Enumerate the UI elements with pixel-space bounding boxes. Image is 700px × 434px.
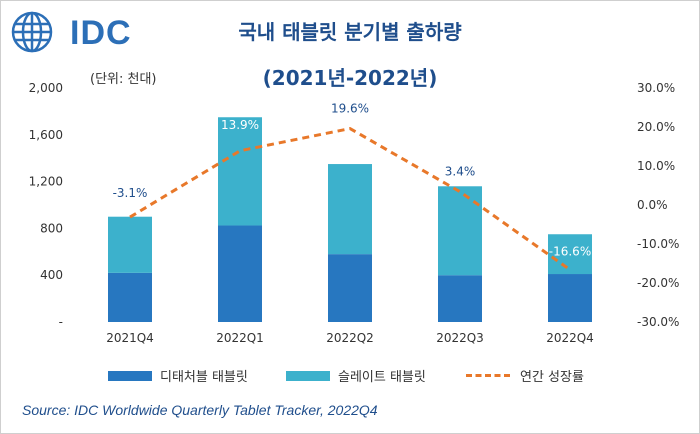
- bar-slate: [438, 186, 482, 276]
- idc-logo: IDC: [10, 10, 150, 54]
- right-tick-label: 20.0%: [637, 120, 675, 134]
- legend-item-slate: 슬레이트 태블릿: [286, 366, 426, 385]
- category-label: 2022Q1: [216, 331, 264, 345]
- bar-detachable: [548, 274, 592, 322]
- bar-slate: [108, 216, 152, 273]
- left-tick-label: 2,000: [29, 81, 63, 95]
- growth-data-label: 3.4%: [445, 165, 476, 179]
- right-tick-label: 30.0%: [637, 81, 675, 95]
- growth-line: [129, 126, 571, 271]
- bar-slate: [328, 164, 372, 255]
- category-label: 2022Q4: [546, 331, 594, 345]
- bar-detachable: [438, 275, 482, 322]
- legend-swatch-growth: [466, 374, 510, 377]
- chart-svg: - 400 800 1,200 1,600 2,000 -30.0% -20.0% -10.0…: [29, 81, 680, 345]
- chart-subtitle: (2021년-2022년): [262, 66, 438, 90]
- legend-label-slate: 슬레이트 태블릿: [338, 370, 426, 385]
- bar-slate: [218, 117, 262, 226]
- category-label: 2022Q3: [436, 331, 484, 345]
- right-tick-label: -30.0%: [637, 315, 679, 329]
- left-tick-label: 800: [40, 221, 63, 235]
- category-labels: 2021Q4 2022Q1 2022Q2 2022Q3 2022Q4: [106, 331, 594, 345]
- right-tick-label: 0.0%: [637, 198, 668, 212]
- source-note: Source: IDC Worldwide Quarterly Tablet T…: [22, 402, 378, 418]
- growth-labels: -3.1% 13.9% 19.6% 3.4% -16.6%: [113, 102, 592, 259]
- right-axis: -30.0% -20.0% -10.0% 0.0% 10.0% 20.0% 30.0%: [637, 81, 679, 329]
- right-tick-label: 10.0%: [637, 159, 675, 173]
- legend-label-detachable: 디태처블 태블릿: [160, 370, 248, 385]
- legend-label-growth: 연간 성장률: [520, 370, 584, 385]
- chart-title: 국내 태블릿 분기별 출하량: [238, 20, 462, 44]
- bar-slate: [548, 234, 592, 275]
- bars: [108, 117, 592, 322]
- right-tick-label: -20.0%: [637, 276, 679, 290]
- legend-swatch-slate: [286, 370, 330, 381]
- left-tick-label: 400: [40, 268, 63, 282]
- bar-detachable: [218, 225, 262, 322]
- growth-data-label: 13.9%: [221, 118, 259, 132]
- legend-item-detachable: 디태처블 태블릿: [108, 366, 248, 385]
- legend: 디태처블 태블릿 슬레이트 태블릿 연간 성장률: [0, 366, 700, 386]
- left-tick-label: -: [59, 315, 63, 329]
- right-tick-label: -10.0%: [637, 237, 679, 251]
- category-label: 2022Q2: [326, 331, 374, 345]
- legend-item-growth: 연간 성장률: [466, 366, 584, 385]
- bar-detachable: [108, 272, 152, 322]
- unit-label: (단위: 천대): [90, 72, 157, 87]
- globe-icon: [11, 11, 53, 53]
- left-tick-label: 1,200: [29, 175, 63, 189]
- left-axis: - 400 800 1,200 1,600 2,000: [29, 81, 63, 329]
- bar-detachable: [328, 254, 372, 322]
- legend-swatch-detachable: [108, 370, 152, 381]
- growth-data-label: -16.6%: [549, 245, 591, 259]
- growth-data-label: -3.1%: [113, 186, 148, 200]
- category-label: 2021Q4: [106, 331, 154, 345]
- logo-text: IDC: [70, 14, 132, 52]
- left-tick-label: 1,600: [29, 128, 63, 142]
- growth-series-line: [129, 126, 571, 271]
- growth-data-label: 19.6%: [331, 102, 369, 116]
